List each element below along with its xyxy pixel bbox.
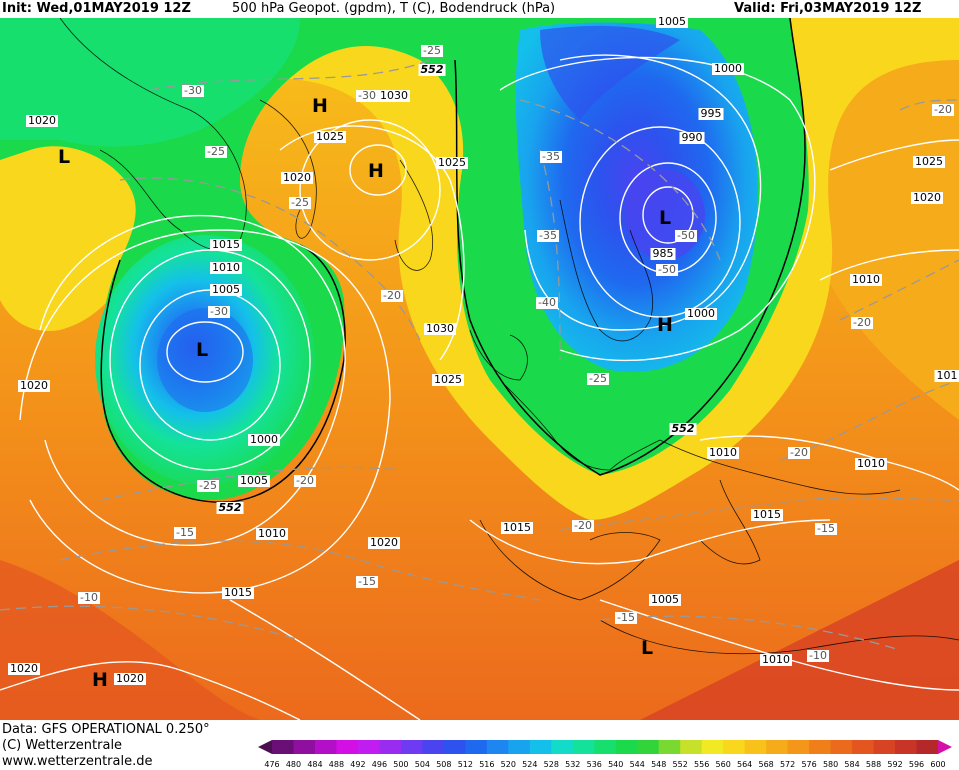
colorbar-segment (272, 740, 294, 754)
colorbar-tick-label: 544 (630, 760, 645, 769)
colorbar-tick-label: 560 (716, 760, 731, 769)
green-field-north (0, 18, 300, 147)
colorbar-tick-label: 496 (372, 760, 387, 769)
colorbar-tick-label: 568 (758, 760, 773, 769)
chart-title: 500 hPa Geopot. (gpdm), T (C), Bodendruc… (232, 1, 556, 16)
colorbar-segment (594, 740, 617, 754)
colorbar-segment (680, 740, 703, 754)
colorbar-tick-label: 576 (801, 760, 816, 769)
colorbar-segment (701, 740, 724, 754)
colorbar-segment (744, 740, 767, 754)
colorbar-tick-label: 592 (887, 760, 902, 769)
colorbar-segment (336, 740, 359, 754)
isotherms (0, 59, 959, 651)
colorbar-tick-label: 524 (522, 760, 537, 769)
colorbar-tick-label: 600 (930, 760, 945, 769)
colorbar-segment (379, 740, 402, 754)
colorbar: 476 480 484 488 492 496 500 504 508 512 516 520 524 5… (258, 740, 952, 769)
copyright: (C) Wetterzentrale (2, 738, 123, 753)
colorbar-segment (809, 740, 832, 754)
weather-map (0, 18, 959, 720)
colorbar-tick-label: 584 (844, 760, 859, 769)
colorbar-tick-label: 480 (286, 760, 301, 769)
colorbar-tick-label: 556 (694, 760, 709, 769)
colorbar-tick-label: 588 (866, 760, 881, 769)
chart-header: Init: Wed,01MAY2019 12Z 500 hPa Geopot. … (0, 0, 959, 18)
contour-552-east (454, 18, 806, 476)
colorbar-tick-label: 516 (479, 760, 494, 769)
colorbar-tick-label: 532 (565, 760, 580, 769)
colorbar-segment (293, 740, 316, 754)
colorbar-segment (357, 740, 380, 754)
colorbar-segment (400, 740, 423, 754)
colorbar-tick-label: 580 (823, 760, 838, 769)
colorbar-tick-label: 492 (350, 760, 365, 769)
colorbar-segment (465, 740, 488, 754)
valid-time: Valid: Fri,03MAY2019 12Z (734, 1, 922, 16)
low-atlantic-core (157, 308, 253, 412)
colorbar-tick-label: 536 (587, 760, 602, 769)
colorbar-segment (422, 740, 445, 754)
colorbar-tick-label: 540 (608, 760, 623, 769)
colorbar-tick-label: 548 (651, 760, 666, 769)
colorbar-tick-label: 476 (264, 760, 279, 769)
colorbar-segment (852, 740, 875, 754)
colorbar-tick-label: 552 (673, 760, 688, 769)
colorbar-tick-label: 564 (737, 760, 752, 769)
colorbar-segment (314, 740, 337, 754)
colorbar-tick-label: 528 (544, 760, 559, 769)
colorbar-segment (529, 740, 552, 754)
colorbar-segment (486, 740, 509, 754)
colorbar-tick-label: 484 (307, 760, 322, 769)
warm-field-southeast (640, 560, 959, 720)
init-time: Init: Wed,01MAY2019 12Z (2, 1, 191, 16)
data-source: Data: GFS OPERATIONAL 0.250° (2, 722, 210, 737)
colorbar-tick-label: 488 (329, 760, 344, 769)
colorbar-arrow-left (258, 740, 272, 754)
colorbar-tick-label: 520 (501, 760, 516, 769)
warm-field-southwest (0, 560, 260, 720)
colorbar-tick-label: 596 (909, 760, 924, 769)
colorbar-segment (658, 740, 681, 754)
website-url: www.wetterzentrale.de (2, 754, 153, 769)
colorbar-arrow-right (938, 740, 952, 754)
colorbar-segment (572, 740, 595, 754)
colorbar-tick-label: 500 (393, 760, 408, 769)
colorbar-segment (508, 740, 531, 754)
colorbar-segment (723, 740, 746, 754)
colorbar-segment (551, 740, 574, 754)
coastlines (59, 18, 959, 655)
isobars (0, 54, 959, 720)
colorbar-segment (443, 740, 466, 754)
colorbar-segment (766, 740, 789, 754)
colorbar-segment (615, 740, 638, 754)
colorbar-tick-label: 508 (436, 760, 451, 769)
colorbar-segment (873, 740, 896, 754)
colorbar-tick-label: 512 (458, 760, 473, 769)
colorbar-segment (895, 740, 918, 754)
colorbar-tick-label: 572 (780, 760, 795, 769)
colorbar-segment (916, 740, 939, 754)
colorbar-tick-label: 504 (415, 760, 430, 769)
colorbar-segment (637, 740, 660, 754)
colorbar-segment (830, 740, 853, 754)
cold-pool-north (540, 25, 680, 121)
colorbar-segment (787, 740, 810, 754)
